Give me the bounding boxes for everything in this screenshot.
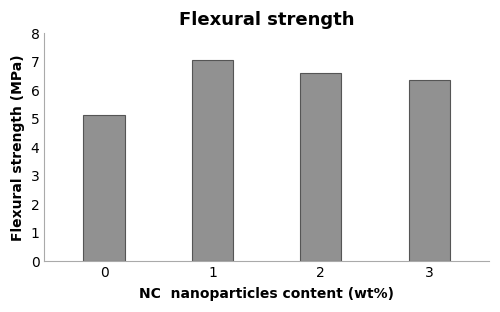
Title: Flexural strength: Flexural strength [179,11,354,29]
Bar [192,60,233,261]
Bar [84,115,124,261]
Y-axis label: Flexural strength (MPa): Flexural strength (MPa) [11,54,25,241]
X-axis label: NC  nanoparticles content (wt%): NC nanoparticles content (wt%) [139,287,394,301]
Bar [300,73,342,261]
Bar [408,80,450,261]
